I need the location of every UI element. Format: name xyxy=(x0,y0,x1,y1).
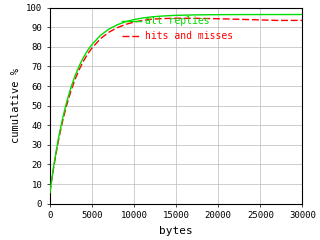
Y-axis label: cumulative %: cumulative % xyxy=(11,68,20,143)
Legend: all replies, hits and misses: all replies, hits and misses xyxy=(118,12,237,45)
X-axis label: bytes: bytes xyxy=(159,226,193,236)
